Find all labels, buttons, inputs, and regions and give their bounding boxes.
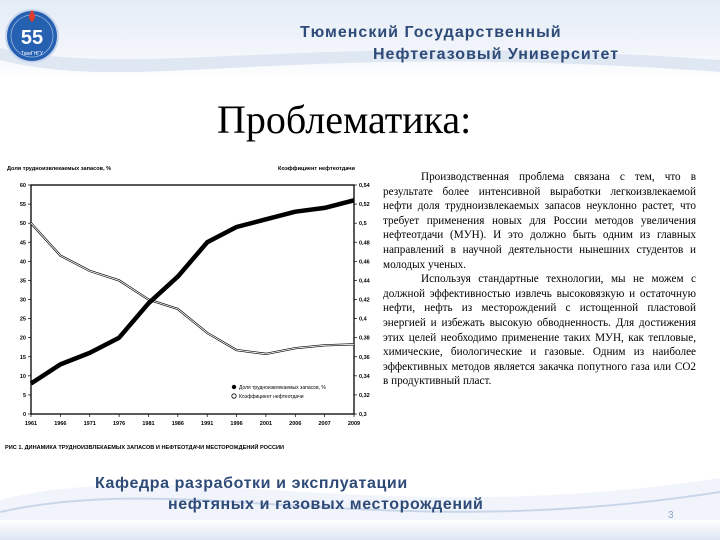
paragraph-2: Используя стандартные технологии, мы не …: [383, 273, 696, 388]
chart-yticks-left: 0 5 10 15 20 25 30 35 40 45 50 55 60: [20, 183, 31, 418]
series-line-recovery: [30, 222, 355, 356]
ytick-left-label: 45: [20, 240, 26, 246]
xtick-label: 1981: [142, 421, 154, 427]
ytick-right-label: 0,3: [359, 412, 367, 418]
ytick-left-label: 20: [20, 336, 26, 342]
logo-caption: ТюмГНГУ: [21, 51, 44, 57]
ytick-left-label: 0: [23, 412, 26, 418]
ytick-left-label: 60: [20, 183, 26, 189]
xtick-label: 1966: [54, 421, 66, 427]
ytick-right-label: 0,5: [359, 221, 367, 227]
ytick-right-label: 0,44: [359, 278, 370, 284]
university-name-line1: Тюменский Государственный: [300, 24, 562, 41]
ytick-right-label: 0,32: [359, 393, 370, 399]
university-name-line2: Нефтегазовый Университет: [373, 46, 620, 63]
chart-ylabel-left: Доля трудноизвлекаемых запасов, %: [7, 166, 111, 172]
department-name-line1: Кафедра разработки и эксплуатации: [95, 475, 408, 492]
ytick-left-label: 55: [20, 202, 26, 208]
ytick-right-label: 0,36: [359, 355, 370, 361]
ytick-left-label: 25: [20, 317, 26, 323]
xtick-label: 2001: [260, 421, 272, 427]
university-logo-icon: 55 ТюмГНГУ: [5, 9, 59, 63]
xtick-label: 2006: [289, 421, 301, 427]
series-line-reserves: [29, 198, 355, 386]
xtick-label: 1961: [25, 421, 37, 427]
xtick-label: 1976: [113, 421, 125, 427]
legend-entry-reserves: Доля трудноизвлекаемых запасов, %: [239, 385, 326, 391]
ytick-left-label: 35: [20, 278, 26, 284]
ytick-left-label: 40: [20, 259, 26, 265]
xtick-label: 1991: [201, 421, 213, 427]
ytick-right-label: 0,46: [359, 259, 370, 265]
page-title: Проблематика:: [217, 97, 472, 142]
chart-xticks: 1961 1966 1971 1976 1981 1986 1991 1996 2001 2006…: [25, 414, 360, 427]
xtick-label: 2007: [319, 421, 331, 427]
reserves-recovery-chart: Доля трудноизвлекаемых запасов, % Коэффи…: [5, 165, 370, 451]
xtick-label: 2009: [348, 421, 360, 427]
xtick-label: 1971: [84, 421, 96, 427]
ytick-left-label: 30: [20, 298, 26, 304]
paragraph-1: Производственная проблема связана с тем,…: [383, 171, 696, 271]
series-line-recovery-inner: [30, 222, 355, 355]
ytick-left-label: 10: [20, 374, 26, 380]
university-logo: 55 ТюмГНГУ: [2, 6, 62, 64]
ytick-right-label: 0,34: [359, 374, 370, 380]
problem-description: Производственная проблема связана с тем,…: [383, 170, 696, 389]
legend-marker-reserves: [231, 384, 237, 390]
ytick-right-label: 0,48: [359, 240, 370, 246]
ytick-left-label: 5: [23, 393, 26, 399]
logo-number: 55: [21, 27, 43, 49]
xtick-label: 1996: [230, 421, 242, 427]
chart-ylabel-right: Коэффициент нефтеотдачи: [278, 165, 356, 172]
ytick-left-label: 50: [20, 221, 26, 227]
page-number: 3: [668, 510, 674, 521]
ytick-left-label: 15: [20, 355, 26, 361]
ytick-right-label: 0,38: [359, 336, 370, 342]
legend-entry-recovery: Коэффициент нефтеотдачи: [239, 394, 304, 400]
department-name-line2: нефтяных и газовых месторождений: [168, 496, 484, 513]
ytick-right-label: 0,52: [359, 202, 370, 208]
chart-yticks-right: 0,3 0,32 0,34 0,36 0,38 0,4 0,42 0,44 0,46 0,48 0,…: [354, 183, 370, 418]
chart-caption: РИС 1. ДИНАМИКА ТРУДНОИЗВЛЕКАЕМЫХ ЗАПАСО…: [5, 443, 284, 451]
ytick-right-label: 0,42: [359, 298, 370, 304]
ytick-right-label: 0,4: [359, 317, 368, 323]
chart-legend: Доля трудноизвлекаемых запасов, % Коэффи…: [231, 384, 326, 400]
footer-band: [0, 520, 720, 540]
xtick-label: 1986: [172, 421, 184, 427]
chart-plot-frame: [30, 184, 355, 415]
ytick-right-label: 0,54: [359, 183, 370, 189]
legend-marker-recovery: [231, 393, 237, 399]
